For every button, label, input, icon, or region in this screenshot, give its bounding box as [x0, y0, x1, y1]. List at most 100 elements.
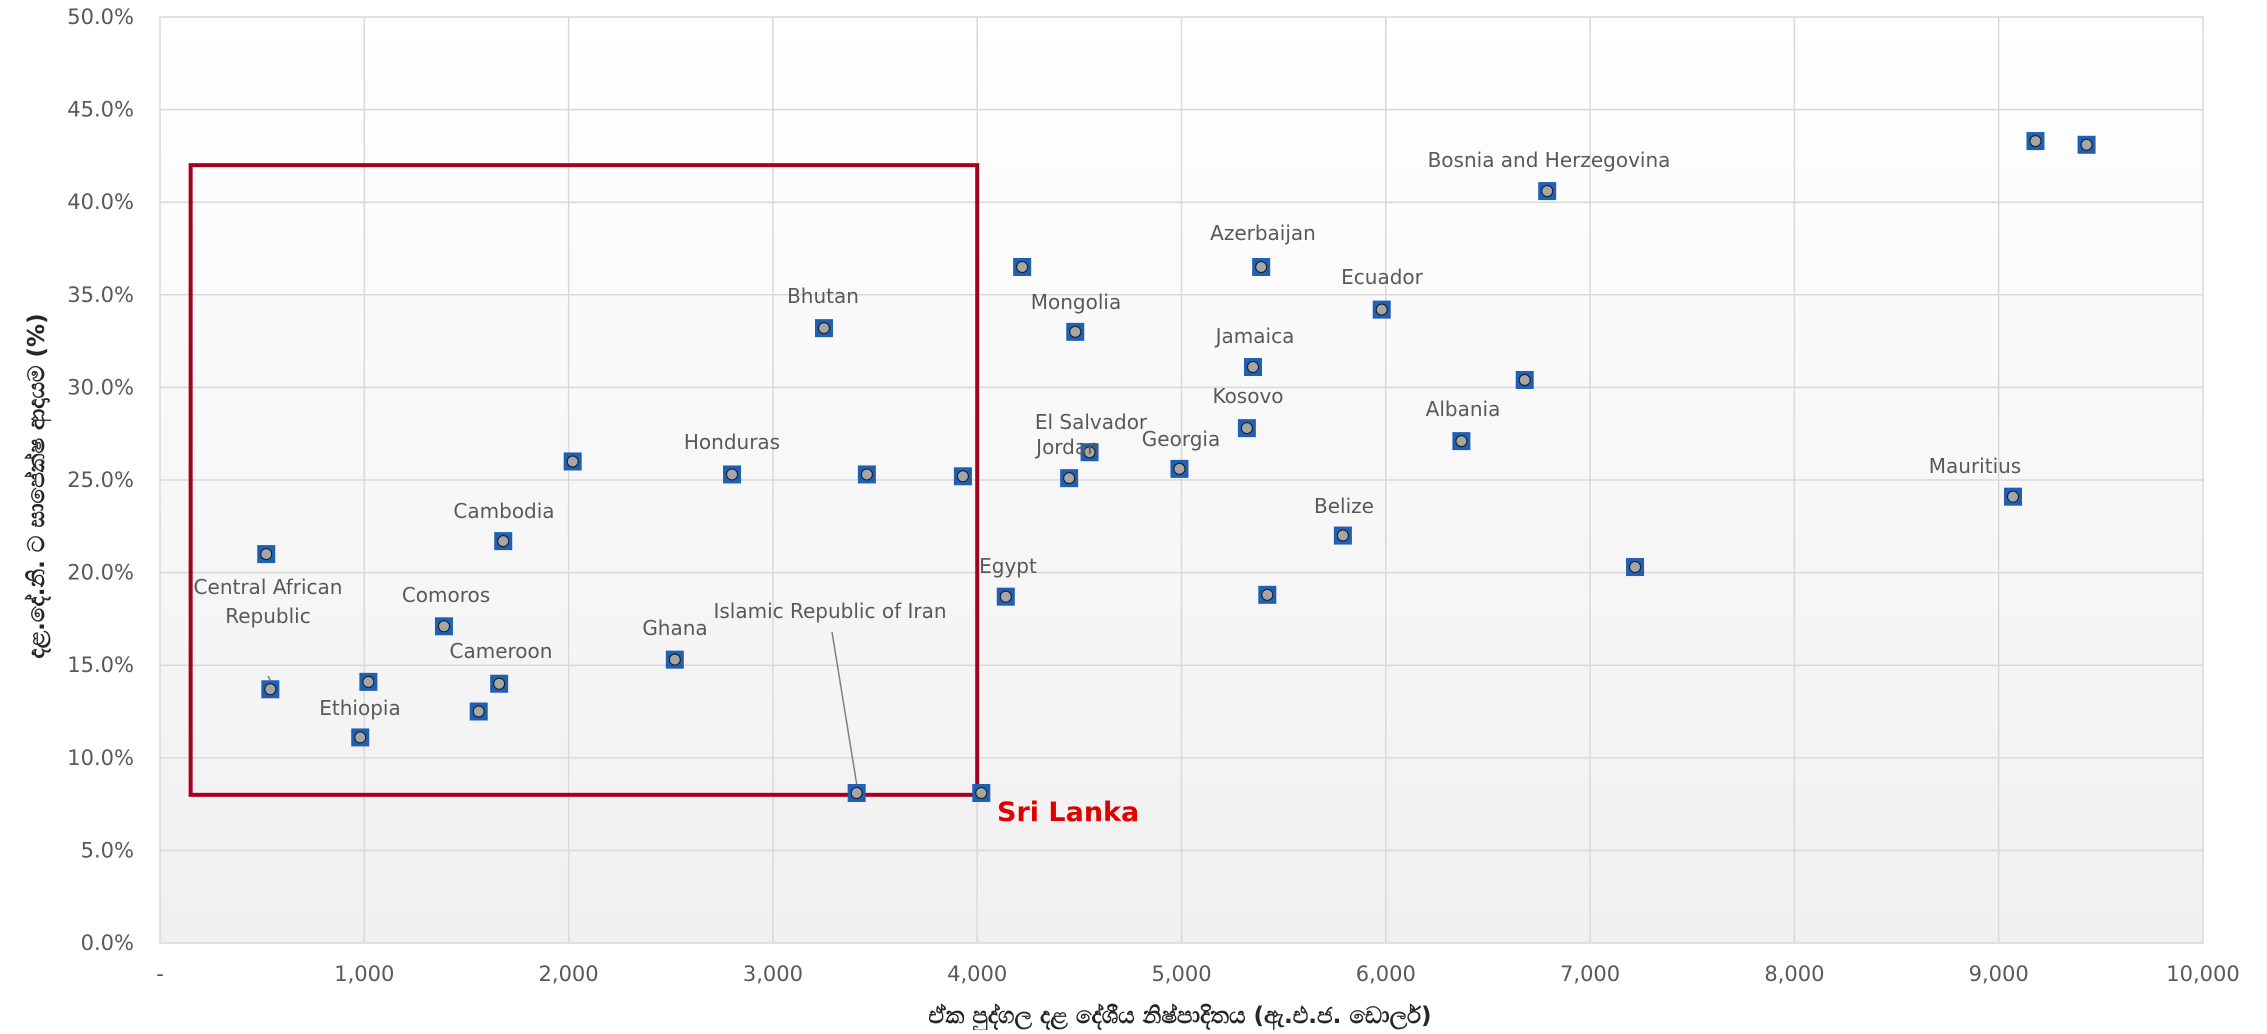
point-label: Mongolia [1031, 290, 1121, 314]
data-point [1258, 585, 1277, 604]
data-point [2077, 135, 2096, 154]
point-label: Cambodia [453, 499, 554, 523]
data-point [359, 672, 378, 691]
data-point [2004, 487, 2023, 506]
point-label: Ecuador [1341, 265, 1423, 289]
data-point [261, 680, 280, 699]
data-point [1452, 432, 1471, 451]
point-labels: Central African Republic Ethiopia Comoros Ca… [194, 148, 2022, 828]
point-label: Bosnia and Herzegovina [1428, 148, 1671, 172]
data-point-dot [264, 683, 277, 696]
x-axis-ticks: - 1,000 2,000 3,000 4,000 5,000 6,000 7,000 8,00… [156, 962, 2240, 986]
point-label: Georgia [1142, 427, 1220, 451]
data-point [494, 532, 513, 551]
point-label: Honduras [684, 430, 780, 454]
y-tick-label: 5.0% [81, 838, 134, 862]
data-point [857, 465, 876, 484]
data-point-dot [1240, 422, 1253, 435]
data-point-dot [1375, 303, 1388, 316]
point-label: Comoros [402, 583, 490, 607]
point-label: Bhutan [787, 284, 859, 308]
point-label: Ghana [642, 616, 707, 640]
point-label: Albania [1426, 397, 1501, 421]
data-point-dot [1629, 561, 1642, 574]
y-tick-label: 50.0% [67, 5, 134, 29]
data-point-dot [472, 705, 485, 718]
y-tick-label: 10.0% [67, 746, 134, 770]
data-point [996, 587, 1015, 606]
data-point [469, 702, 488, 721]
data-point-dot [1173, 462, 1186, 475]
data-point [1515, 370, 1534, 389]
data-point [1013, 258, 1032, 277]
data-point [1626, 558, 1645, 577]
data-point [972, 783, 991, 802]
data-point-dot [1069, 325, 1082, 338]
point-label: Cameroon [450, 639, 553, 663]
data-point-dot [999, 590, 1012, 603]
x-tick-label: 2,000 [539, 962, 599, 986]
x-tick-label: 4,000 [947, 962, 1007, 986]
point-label: Jamaica [1214, 324, 1295, 348]
data-point [1066, 322, 1085, 341]
data-point-dot [493, 677, 506, 690]
data-point [490, 674, 509, 693]
data-point-dot [1255, 261, 1268, 274]
y-tick-label: 20.0% [67, 561, 134, 585]
x-tick-label: 7,000 [1560, 962, 1620, 986]
y-tick-label: 15.0% [67, 653, 134, 677]
point-label: Central African Republic [194, 575, 343, 628]
data-point-dot [497, 535, 510, 548]
data-point-dot [437, 620, 450, 633]
data-point-dot [1261, 588, 1274, 601]
data-point-dot [362, 675, 375, 688]
data-point-dot [1083, 446, 1096, 459]
data-point [953, 467, 972, 486]
point-label: Sri Lanka [997, 797, 1139, 828]
data-point [1333, 526, 1352, 545]
data-point [1372, 300, 1391, 319]
data-point [1080, 443, 1099, 462]
data-point-dot [860, 468, 873, 481]
data-point-dot [1455, 435, 1468, 448]
y-tick-label: 30.0% [67, 375, 134, 399]
y-tick-label: 0.0% [81, 931, 134, 955]
point-label: Belize [1314, 494, 1374, 518]
data-point-dot [817, 322, 830, 335]
data-point-dot [1541, 185, 1554, 198]
x-tick-label: 9,000 [1969, 962, 2029, 986]
x-tick-label: - [156, 962, 164, 986]
x-tick-label: 5,000 [1151, 962, 1211, 986]
leader-line [831, 631, 858, 785]
data-point-dot [726, 468, 739, 481]
data-point [1252, 258, 1271, 277]
data-point [1170, 459, 1189, 478]
highlight-box [188, 163, 980, 797]
point-label: Azerbaijan [1210, 221, 1316, 245]
grid-lines [160, 17, 2203, 943]
data-point-dot [1336, 529, 1349, 542]
data-point [1060, 469, 1079, 488]
x-tick-label: 8,000 [1764, 962, 1824, 986]
y-axis-title: දළ.දේ.නි. ට සාපේක්ෂ ආදායම (%) [24, 313, 52, 658]
point-label: Islamic Republic of Iran [713, 599, 946, 623]
y-tick-label: 25.0% [67, 468, 134, 492]
data-point-dot [2029, 135, 2042, 148]
point-label: Kosovo [1212, 384, 1283, 408]
data-point [1237, 419, 1256, 438]
data-points [257, 132, 2096, 802]
data-point [563, 452, 582, 471]
leader-line [267, 675, 271, 681]
data-point [351, 728, 370, 747]
point-label: Jordan [1034, 435, 1100, 459]
data-point [847, 783, 866, 802]
y-tick-label: 45.0% [67, 98, 134, 122]
data-point-dot [1518, 373, 1531, 386]
data-point [1244, 358, 1263, 377]
data-point [665, 650, 684, 669]
x-tick-label: 6,000 [1356, 962, 1416, 986]
data-point [2026, 132, 2045, 151]
data-point [257, 545, 276, 564]
